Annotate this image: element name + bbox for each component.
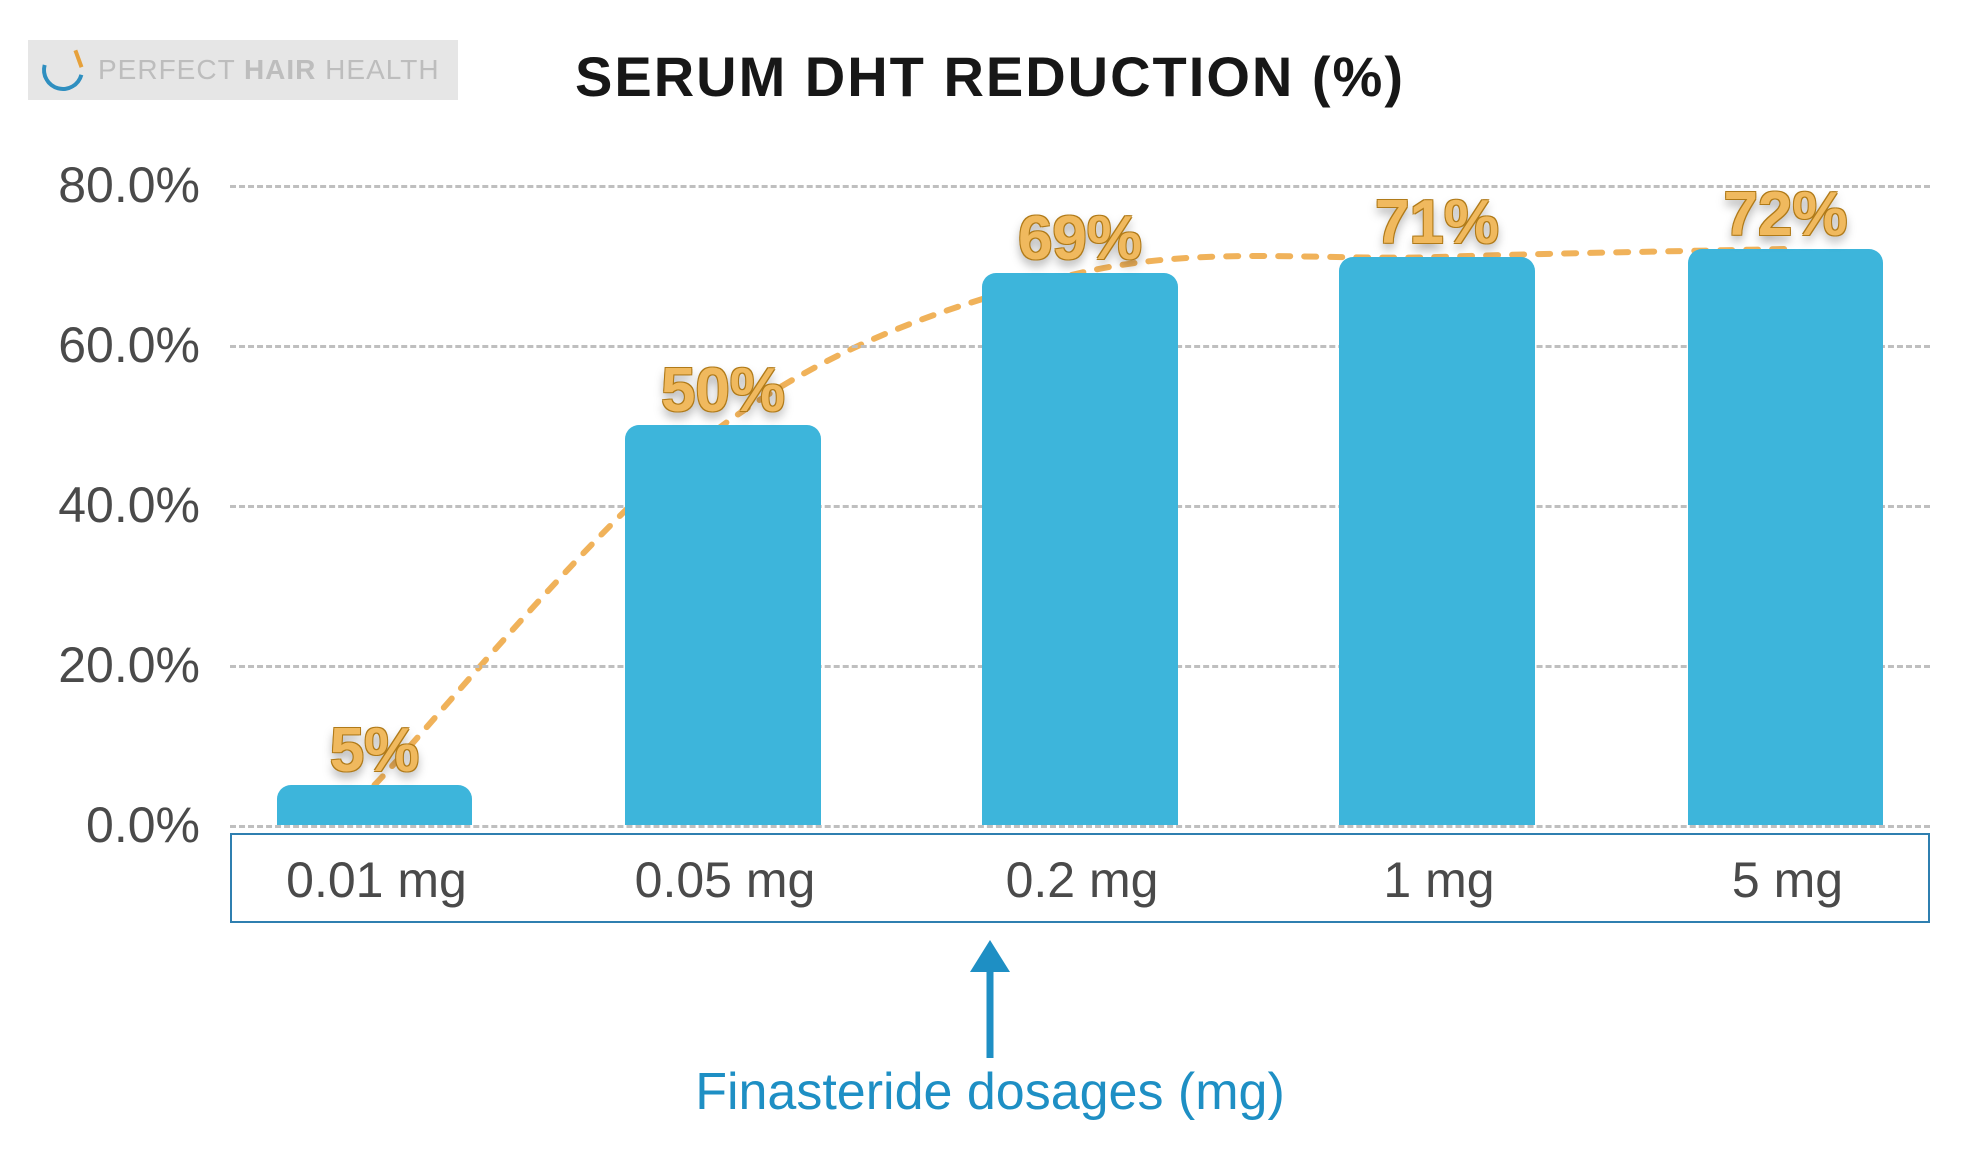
y-tick-label: 40.0% <box>0 476 200 534</box>
x-tick-label: 1 mg <box>1383 835 1494 925</box>
bar-value-label: 72% <box>1723 179 1847 250</box>
y-tick-label: 80.0% <box>0 156 200 214</box>
bar <box>982 273 1178 825</box>
y-tick-label: 0.0% <box>0 796 200 854</box>
bar <box>625 425 821 825</box>
x-tick-label: 0.2 mg <box>1006 835 1159 925</box>
bar-value-label: 71% <box>1375 187 1499 258</box>
gridline <box>230 185 1930 188</box>
x-axis-caption: Finasteride dosages (mg) <box>0 940 1980 1122</box>
bar-value-label: 69% <box>1018 203 1142 274</box>
x-tick-label: 5 mg <box>1732 835 1843 925</box>
x-tick-label: 0.05 mg <box>635 835 816 925</box>
y-tick-label: 20.0% <box>0 636 200 694</box>
arrow-up-icon <box>960 940 1020 1060</box>
bar-value-label: 50% <box>661 355 785 426</box>
gridline <box>230 825 1930 828</box>
x-axis-subtitle: Finasteride dosages (mg) <box>0 1062 1980 1122</box>
chart-title: SERUM DHT REDUCTION (%) <box>0 44 1980 109</box>
bar <box>1339 257 1535 825</box>
bar-value-label: 5% <box>330 715 420 786</box>
bar <box>1688 249 1884 825</box>
plot-area: 5%50%69%71%72% <box>230 185 1930 825</box>
x-axis-box: 0.01 mg 0.05 mg 0.2 mg 1 mg 5 mg <box>230 833 1930 923</box>
x-tick-label: 0.01 mg <box>286 835 467 925</box>
y-tick-label: 60.0% <box>0 316 200 374</box>
bar <box>277 785 473 825</box>
